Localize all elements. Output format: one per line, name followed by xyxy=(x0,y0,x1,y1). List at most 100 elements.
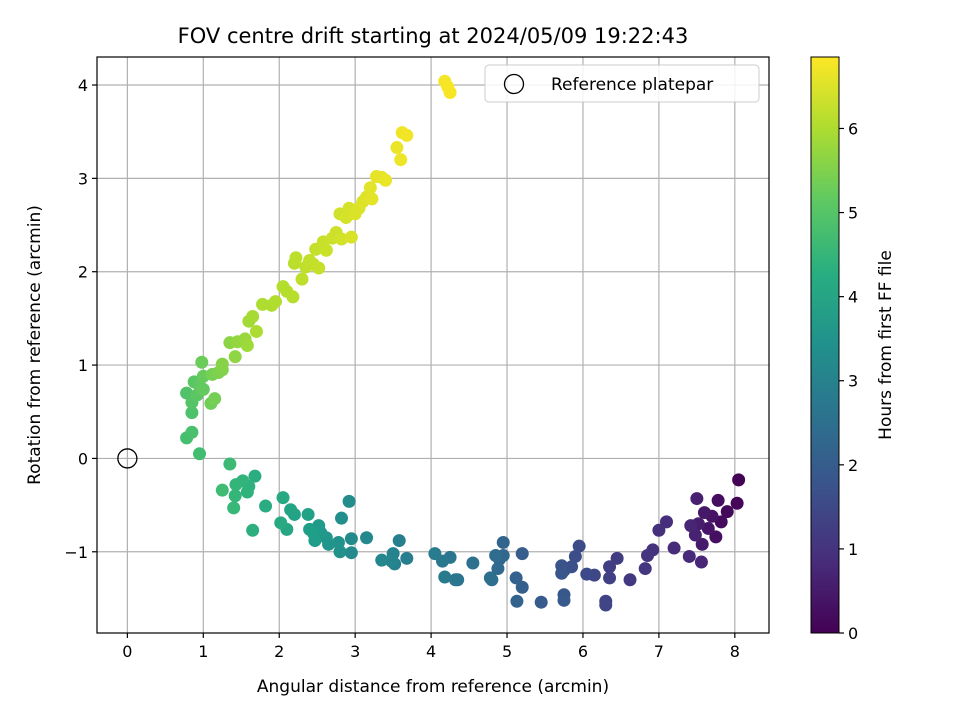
data-point xyxy=(695,537,709,551)
data-point xyxy=(379,173,393,187)
data-point xyxy=(730,496,744,510)
colorbar-tick-label: 2 xyxy=(848,456,858,475)
data-point xyxy=(534,595,548,609)
colorbar-tick-label: 5 xyxy=(848,204,858,223)
data-point xyxy=(240,485,254,499)
data-point xyxy=(342,494,356,508)
data-point xyxy=(443,85,457,99)
data-point xyxy=(249,324,263,338)
data-point xyxy=(509,571,523,585)
data-point xyxy=(641,549,655,563)
data-point xyxy=(312,261,326,275)
colorbar-label: Hours from first FF file xyxy=(876,250,896,440)
data-point xyxy=(295,272,309,286)
data-point xyxy=(228,489,242,503)
reference-platepar-marker xyxy=(117,448,138,469)
data-point xyxy=(428,547,442,561)
data-point xyxy=(392,534,406,548)
data-point xyxy=(390,141,404,155)
data-point xyxy=(568,549,582,563)
data-point xyxy=(360,531,374,545)
x-tick-label: 0 xyxy=(122,642,132,661)
data-point xyxy=(496,535,510,549)
data-point xyxy=(276,491,290,505)
x-tick-label: 6 xyxy=(578,642,588,661)
data-point xyxy=(682,549,696,563)
data-point xyxy=(709,530,723,544)
data-point xyxy=(208,392,222,406)
data-point xyxy=(448,573,462,587)
data-point xyxy=(483,571,497,585)
data-point xyxy=(555,566,569,580)
data-point xyxy=(268,295,282,309)
data-point xyxy=(289,251,303,265)
data-point xyxy=(438,570,452,584)
data-point xyxy=(684,519,698,533)
data-point xyxy=(400,128,414,142)
data-point xyxy=(193,447,207,461)
data-point xyxy=(215,357,229,371)
colorbar: 0 1 2 3 4 5 6 Hours from first FF file xyxy=(810,56,896,643)
data-point xyxy=(344,546,358,560)
data-point xyxy=(515,547,529,561)
x-tick-label: 1 xyxy=(198,642,208,661)
data-point xyxy=(394,153,408,167)
data-point xyxy=(301,507,315,521)
data-point xyxy=(223,457,237,471)
colorbar-tick-label: 6 xyxy=(848,119,858,138)
data-point xyxy=(697,506,711,520)
colorbar-tick-label: 4 xyxy=(848,288,858,307)
data-point xyxy=(603,560,617,574)
x-tick-label: 2 xyxy=(274,642,284,661)
y-axis-ticks: −1 0 1 2 3 4 xyxy=(64,76,97,562)
data-point xyxy=(185,406,199,420)
colorbar-tick-label: 3 xyxy=(848,372,858,391)
data-point xyxy=(331,535,345,549)
data-point xyxy=(385,554,399,568)
data-point xyxy=(694,555,708,569)
legend: Reference platepar xyxy=(484,64,760,103)
data-point xyxy=(557,593,571,607)
data-point xyxy=(319,243,333,257)
data-point xyxy=(599,598,613,612)
data-point xyxy=(667,541,681,555)
data-point xyxy=(227,501,241,515)
x-tick-label: 4 xyxy=(426,642,436,661)
data-point xyxy=(610,551,624,565)
data-point xyxy=(248,469,262,483)
y-tick-label: 4 xyxy=(78,76,88,95)
data-point xyxy=(659,515,673,529)
data-point xyxy=(229,478,243,492)
data-point xyxy=(652,523,666,537)
data-point xyxy=(259,499,273,513)
data-point xyxy=(489,549,503,563)
data-point xyxy=(286,290,300,304)
data-point xyxy=(195,355,209,369)
data-point xyxy=(246,310,260,324)
data-point xyxy=(335,232,349,246)
y-tick-label: −1 xyxy=(64,543,88,562)
colorbar-tick-label: 1 xyxy=(848,540,858,559)
y-tick-label: 1 xyxy=(78,356,88,375)
legend-marker-open-circle xyxy=(503,73,525,95)
data-point xyxy=(638,562,652,576)
data-point xyxy=(400,551,414,565)
data-point xyxy=(732,473,746,487)
x-axis-label: Angular distance from reference (arcmin) xyxy=(257,677,609,697)
data-point xyxy=(303,522,317,536)
data-point xyxy=(344,230,358,244)
grid-lines xyxy=(97,57,769,633)
colorbar-tick-label: 0 xyxy=(848,624,858,643)
data-point xyxy=(228,350,242,364)
data-point xyxy=(510,594,524,608)
data-point xyxy=(284,503,298,517)
data-points xyxy=(180,74,746,612)
x-tick-label: 5 xyxy=(502,642,512,661)
y-tick-label: 3 xyxy=(78,169,88,188)
data-point xyxy=(466,556,480,570)
data-point xyxy=(185,425,199,439)
data-point xyxy=(363,181,377,195)
data-point xyxy=(623,573,637,587)
